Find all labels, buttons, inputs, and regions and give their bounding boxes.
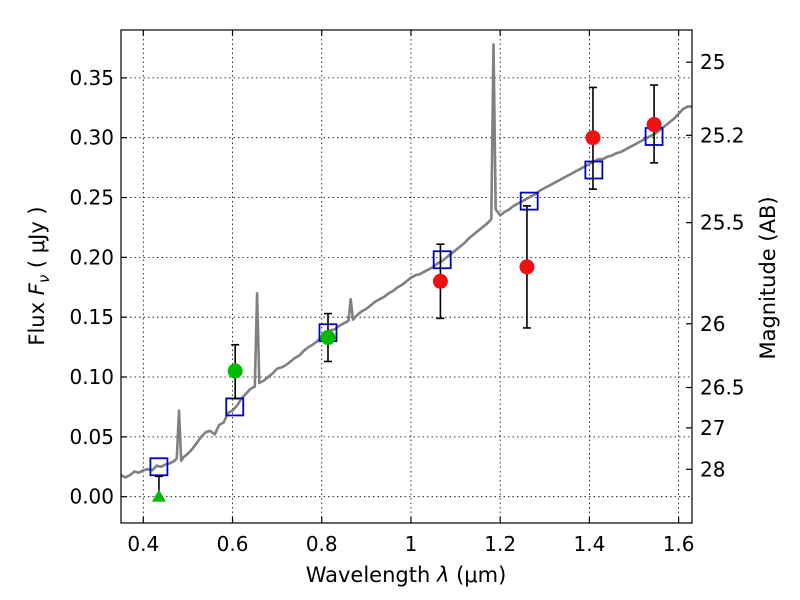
flux-measurement-point [585,130,601,146]
x-tick-label: 0.8 [306,532,338,556]
upper-limit-triangle [151,489,166,502]
magnitude-axis-title: Magnitude (AB) [756,196,780,359]
magnitude-tick-label: 25.2 [700,123,745,147]
magnitude-tick-label: 26 [700,312,725,336]
plot-frame [120,29,693,524]
x-tick-label: 1.4 [573,532,605,556]
x-tick-label: 0.6 [217,532,249,556]
y-tick-label: 0.15 [69,305,114,329]
y-tick-label: 0.10 [69,365,114,389]
x-tick-labels: 0.4 0.6 0.8 1 1.2 1.4 1.6 [127,532,694,556]
magnitude-tick-label: 27 [700,416,725,440]
x-tick-label: 1.6 [663,532,695,556]
y-tick-label: 0.30 [69,126,114,150]
y-tick-label: 0.25 [69,186,114,210]
grid [121,30,692,523]
model-photometry-square [584,160,604,180]
magnitude-tick-label: 25 [700,50,725,74]
magnitude-tick-label: 28 [700,457,725,481]
y-tick-label: 0.35 [69,66,114,90]
flux-measurement-point [432,273,448,289]
y-axis-title: Flux Fν ( μJy ) [25,206,53,345]
flux-measurement-point [320,330,336,346]
x-axis-title: Wavelength λ (μm) [306,563,507,587]
markers-layer [149,84,664,502]
magnitude-tick-labels: 28 27 26.5 26 25.5 25.2 25 [700,50,745,481]
y-tick-label: 0.00 [69,485,114,509]
x-tick-label: 1 [405,532,418,556]
tick-marks [121,30,692,523]
spectrum-layer [120,43,692,479]
model-photometry-square [519,191,539,211]
model-photometry-square [432,250,452,270]
magnitude-tick-label: 26.5 [700,376,745,400]
magnitude-tick-label: 25.5 [700,211,745,235]
x-tick-label: 0.4 [127,532,159,556]
x-tick-label: 1.2 [484,532,516,556]
y-tick-label: 0.20 [69,245,114,269]
model-spectrum-line [120,43,692,479]
flux-measurement-point [646,117,662,133]
flux-measurement-point [227,363,243,379]
flux-measurement-point [519,259,535,275]
model-photometry-square [149,457,169,477]
y-tick-labels: 0.00 0.05 0.10 0.15 0.20 0.25 0.30 0.35 [69,66,114,509]
y-tick-label: 0.05 [69,425,114,449]
